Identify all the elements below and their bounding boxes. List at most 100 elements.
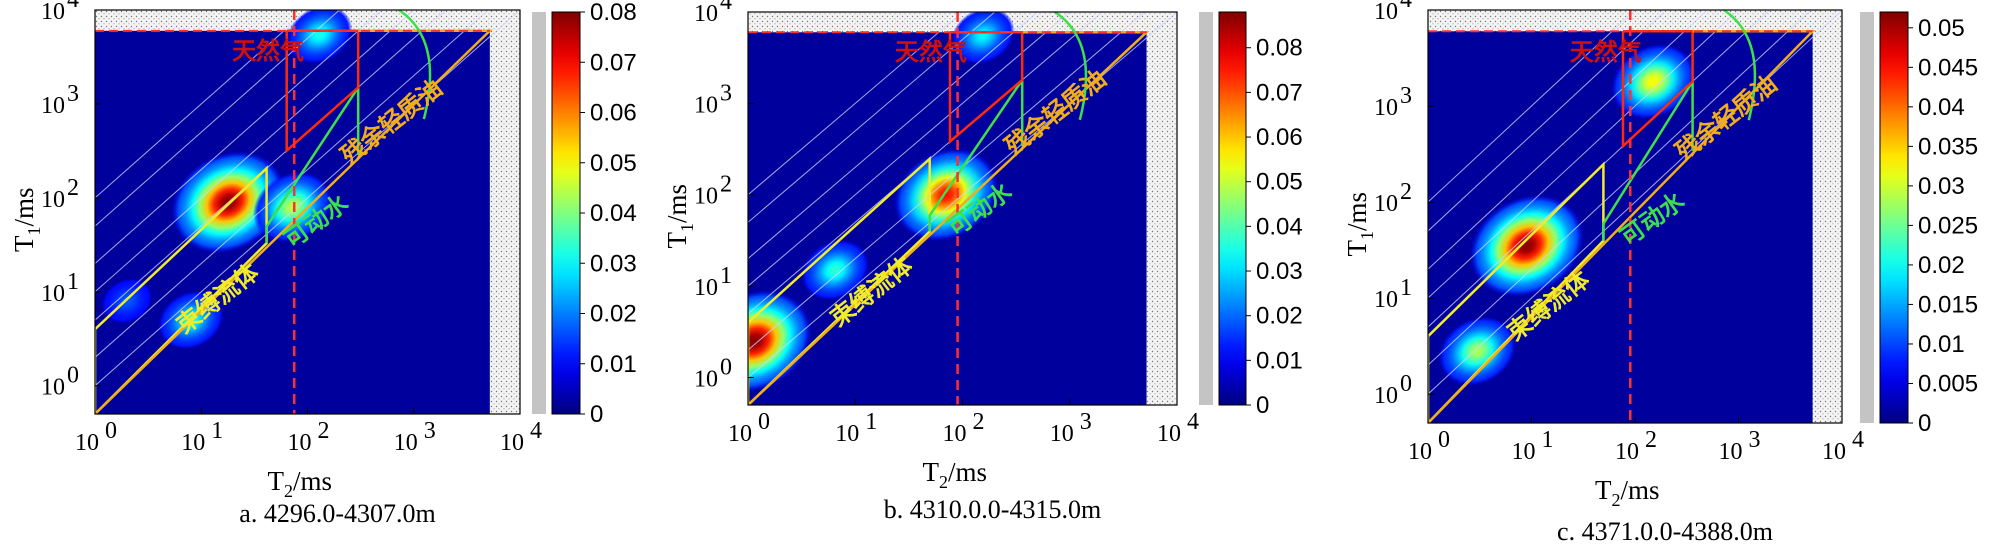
boundary-arc	[1723, 10, 1757, 121]
ratio-guide-line	[748, 12, 1071, 287]
y-tick-label: 10	[41, 281, 65, 307]
colorbar-tick-label: 0.01	[1918, 331, 1965, 358]
y-tick-label: 10	[694, 275, 718, 301]
y-tick-exponent: 0	[67, 363, 79, 389]
x-tick-label: 10	[1719, 439, 1743, 465]
x-tick-label: 10	[288, 430, 312, 456]
heatmap-peak	[1438, 316, 1517, 386]
ratio-guide-line	[95, 10, 489, 358]
y-tick-exponent: 4	[67, 0, 79, 13]
y-tick-label: 10	[694, 184, 718, 210]
x-tick-label: 10	[1512, 439, 1536, 465]
colorbar-tick-label: 0.01	[590, 351, 637, 378]
x-axis-title: T2/ms	[923, 457, 988, 492]
ratio-guide-line	[748, 12, 1177, 378]
x-axis-title: T2/ms	[1595, 475, 1660, 510]
y-tick-label: 10	[41, 187, 65, 213]
colorbar-tick-label: 0.06	[1256, 124, 1303, 151]
x-axis-title: T2/ms	[268, 466, 333, 501]
chart-caption-c: c. 4371.0.0-4388.0m	[1557, 517, 1773, 546]
y-tick-label: 10	[1374, 383, 1398, 409]
y-tick-exponent: 2	[720, 172, 732, 198]
x-tick-label: 10	[1157, 421, 1181, 447]
boundary-arc	[1054, 12, 1088, 121]
chart-caption-b: b. 4310.0.0-4315.0m	[884, 495, 1101, 524]
colorbar-tick-label: 0.03	[590, 250, 637, 277]
heatmap-peak	[286, 10, 353, 64]
y-tick-exponent: 4	[1400, 0, 1412, 13]
colorbar-tick-label: 0.045	[1918, 54, 1978, 81]
y-tick-exponent: 1	[720, 263, 732, 289]
chart-caption-a: a. 4296.0-4307.0m	[239, 499, 435, 528]
colorbar-tick-label: 0.08	[1256, 35, 1303, 62]
x-tick-exponent: 0	[758, 409, 770, 435]
colorbar-tick-label: 0.05	[1918, 15, 1965, 42]
x-tick-exponent: 3	[424, 418, 436, 444]
region-label-natural-gas: 天然气	[232, 37, 304, 65]
colorbar-tick-label: 0.015	[1918, 291, 1978, 318]
ratio-guide-line	[95, 10, 309, 199]
ratio-guide-line	[95, 10, 383, 264]
y-tick-exponent: 0	[720, 354, 732, 380]
x-tick-exponent: 4	[530, 418, 542, 444]
heatmap-peak	[801, 239, 869, 301]
colorbar-tick-label: 0.035	[1918, 133, 1978, 160]
colorbar-tick-label: 0	[1256, 392, 1269, 419]
y-axis-title: T1/ms	[1342, 192, 1377, 257]
ratio-guide-line	[1428, 10, 1740, 299]
ratio-guide-line	[95, 10, 415, 293]
bound-fluid-region	[1428, 161, 1605, 423]
y-tick-label: 10	[41, 93, 65, 119]
y-tick-label: 10	[1374, 287, 1398, 313]
colorbar-tick-label: 0	[1918, 410, 1931, 437]
natural-gas-region	[948, 31, 1024, 145]
colorbar-tick-label: 0.07	[590, 49, 637, 76]
colorbar-tick-label: 0.03	[1256, 258, 1303, 285]
x-tick-label: 10	[500, 430, 524, 456]
x-tick-exponent: 2	[318, 418, 330, 444]
x-tick-label: 10	[75, 430, 99, 456]
region-label-natural-gas: 天然气	[895, 38, 967, 66]
heatmap-peak	[951, 12, 1015, 65]
y-axis-title: T1/ms	[662, 184, 697, 249]
ratio-guide-line	[95, 10, 520, 387]
chart-panel-a: 天然气 残余轻质油 可动水 束缚流体 10 0 10 1 10 2 10 3 10 4 10 0 10 1 10 2 1…	[0, 0, 666, 553]
y-tick-label: 10	[41, 375, 65, 401]
y-tick-label: 10	[1374, 191, 1398, 217]
y-tick-exponent: 3	[720, 80, 732, 106]
colorbar-tick-label: 0.005	[1918, 370, 1978, 397]
x-tick-label: 10	[1408, 439, 1432, 465]
x-tick-exponent: 4	[1852, 427, 1864, 453]
colorbar-tick-label: 0.01	[1256, 347, 1303, 374]
x-tick-exponent: 1	[1542, 427, 1554, 453]
x-tick-label: 10	[394, 430, 418, 456]
y-tick-label: 10	[694, 1, 718, 27]
colorbar-tick-label: 0.02	[1256, 303, 1303, 330]
boundary-arc	[398, 10, 432, 120]
heatmap-peak	[1611, 43, 1696, 120]
colorbar-tick-label: 0.04	[1918, 94, 1965, 121]
x-tick-exponent: 0	[1438, 427, 1450, 453]
y-tick-exponent: 3	[67, 81, 79, 107]
colorbar-tick-label: 0.03	[1918, 173, 1965, 200]
colorbar-tick-label: 0.025	[1918, 212, 1978, 239]
heatmap-peak	[893, 148, 998, 242]
bound-fluid-region	[95, 165, 268, 414]
colorbar-gray-strip	[1199, 12, 1213, 405]
colorbar	[1218, 11, 1247, 406]
y-axis-title: T1/ms	[9, 187, 44, 252]
x-tick-exponent: 2	[1645, 427, 1657, 453]
chart-panel-c: 天然气 残余轻质油 可动水 束缚流体 10 0 10 1 10 2 10 3 10 4 10 0 10 1 10 2 1…	[1334, 0, 2000, 553]
colorbar	[551, 11, 581, 415]
x-tick-exponent: 1	[211, 418, 223, 444]
colorbar-tick-label: 0	[590, 401, 603, 428]
x-tick-label: 10	[1050, 421, 1074, 447]
x-tick-label: 10	[943, 421, 967, 447]
bound-fluid-region	[748, 155, 931, 405]
ratio-guide-line	[1428, 10, 1842, 395]
x-tick-label: 10	[835, 421, 859, 447]
heatmap-peak	[252, 171, 332, 243]
